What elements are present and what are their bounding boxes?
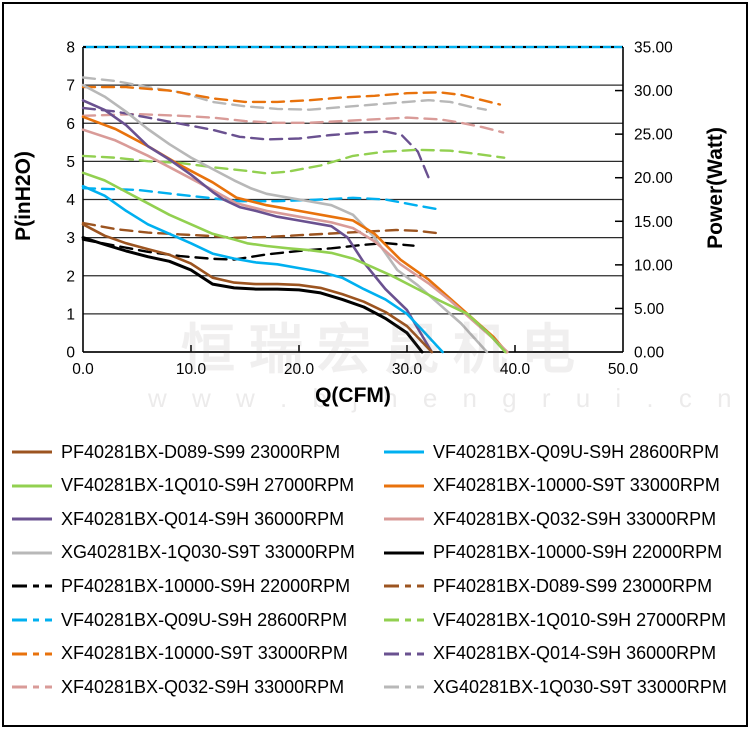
legend-label: VF40281BX-1Q010-S9H 27000RPM [61, 475, 355, 496]
series-line [81, 85, 502, 106]
y-left-tick-label: 4 [66, 192, 75, 209]
x-tick-label: 30.0 [392, 361, 423, 378]
legend-swatch-line [12, 618, 52, 622]
x-tick-label: 10.0 [176, 361, 207, 378]
legend-item: PF40281BX-10000-S9H 22000RPM [12, 571, 350, 601]
legend-item: XF40281BX-Q032-S9H 33000RPM [384, 504, 716, 534]
legend-swatch-line [12, 652, 52, 656]
legend-label: XF40281BX-10000-S9T 33000RPM [61, 643, 348, 664]
legend-item: XF40281BX-Q014-S9H 36000RPM [384, 639, 716, 669]
legend-label: VF40281BX-1Q010-S9H 27000RPM [433, 609, 727, 630]
series-line [81, 171, 507, 354]
series-line [81, 221, 442, 240]
legend-swatch-line [12, 685, 52, 689]
legend-item: XF40281BX-Q032-S9H 33000RPM [12, 672, 344, 702]
y-right-tick-label: 30.00 [634, 83, 673, 100]
legend-label: PF40281BX-D089-S99 23000RPM [61, 441, 341, 462]
legend: PF40281BX-D089-S99 23000RPM VF40281BX-Q09… [0, 434, 750, 726]
series-line [81, 112, 505, 134]
legend-label: PF40281BX-D089-S99 23000RPM [433, 575, 713, 596]
legend-label: PF40281BX-10000-S9H 22000RPM [61, 575, 351, 596]
y-right-tick-label: 25.00 [634, 127, 673, 144]
legend-swatch-line [12, 551, 52, 555]
legend-label: XF40281BX-Q032-S9H 33000RPM [61, 676, 345, 697]
y-left-tick-label: 2 [66, 268, 75, 285]
y-left-tick-label: 3 [66, 230, 75, 247]
legend-swatch-line [384, 584, 424, 588]
legend-label: XF40281BX-Q014-S9H 36000RPM [433, 643, 717, 664]
y-left-tick-label: 7 [66, 78, 75, 95]
x-axis-title-flow: Q(CFM) [315, 384, 391, 407]
legend-label: XF40281BX-10000-S9T 33000RPM [433, 475, 720, 496]
legend-item: XG40281BX-1Q030-S9T 33000RPM [12, 538, 355, 568]
x-tick-label: 50.0 [608, 361, 639, 378]
series-line [81, 236, 424, 354]
y-right-tick-label: 0.00 [634, 345, 665, 362]
legend-swatch-line [384, 551, 424, 555]
legend-swatch-line [384, 484, 424, 488]
pq-power-chart-plot: 8 7 6 5 4 3 2 1 0 35.00 30.00 25.00 20.00 15.00 10.00 5… [66, 40, 673, 379]
legend-item: XF40281BX-10000-S9T 33000RPM [384, 471, 720, 501]
legend-swatch-line [12, 584, 52, 588]
legend-label: VF40281BX-Q09U-S9H 28600RPM [433, 441, 720, 462]
series-line [81, 106, 431, 182]
y-right-tick-label: 20.00 [634, 170, 673, 187]
legend-label: XF40281BX-Q032-S9H 33000RPM [433, 508, 717, 529]
legend-swatch-line [12, 484, 52, 488]
series-line [81, 83, 489, 354]
legend-item: VF40281BX-1Q010-S9H 27000RPM [12, 471, 354, 501]
legend-label: XF40281BX-Q014-S9H 36000RPM [61, 508, 345, 529]
y-axis-title-pressure: P(inH2O) [12, 151, 35, 241]
legend-label: PF40281BX-10000-S9H 22000RPM [433, 542, 723, 563]
legend-label: XG40281BX-1Q030-S9T 33000RPM [61, 542, 355, 563]
y-right-tick-label: 10.00 [634, 257, 673, 274]
y-left-tick-label: 1 [66, 306, 75, 323]
x-tick-label: 20.0 [284, 361, 315, 378]
legend-item: PF40281BX-10000-S9H 22000RPM [384, 538, 722, 568]
x-tick-label: 40.0 [500, 361, 531, 378]
y-right-tick-label: 15.00 [634, 214, 673, 231]
legend-swatch-line [384, 618, 424, 622]
legend-swatch-line [12, 517, 52, 521]
series-line [81, 99, 434, 354]
legend-swatch-line [384, 517, 424, 521]
series-line [81, 128, 509, 354]
legend-item: XF40281BX-Q014-S9H 36000RPM [12, 504, 344, 534]
legend-swatch-line [384, 450, 424, 454]
series-line [81, 238, 415, 261]
y-left-tick-label: 6 [66, 116, 75, 133]
y-left-tick-label: 5 [66, 154, 75, 171]
series-line [81, 223, 434, 354]
y-left-tick-label: 0 [66, 345, 75, 362]
legend-item: PF40281BX-D089-S99 23000RPM [12, 437, 340, 467]
legend-item: VF40281BX-1Q010-S9H 27000RPM [384, 605, 726, 635]
y-axis-title-power: Power(Watt) [704, 127, 727, 249]
legend-item: PF40281BX-D089-S99 23000RPM [384, 571, 712, 601]
x-tick-label: 0.0 [72, 361, 94, 378]
legend-item: XF40281BX-10000-S9T 33000RPM [12, 639, 348, 669]
y-right-tick-label: 5.00 [634, 301, 665, 318]
legend-swatch-line [384, 685, 424, 689]
y-left-tick-label: 8 [66, 40, 75, 57]
legend-item: VF40281BX-Q09U-S9H 28600RPM [384, 437, 719, 467]
legend-item: VF40281BX-Q09U-S9H 28600RPM [12, 605, 347, 635]
y-right-tick-label: 35.00 [634, 40, 673, 57]
legend-swatch-line [12, 450, 52, 454]
legend-label: VF40281BX-Q09U-S9H 28600RPM [61, 609, 348, 630]
legend-item: XG40281BX-1Q030-S9T 33000RPM [384, 672, 727, 702]
legend-label: XG40281BX-1Q030-S9T 33000RPM [433, 676, 727, 697]
legend-swatch-line [384, 652, 424, 656]
series-line [81, 184, 444, 354]
